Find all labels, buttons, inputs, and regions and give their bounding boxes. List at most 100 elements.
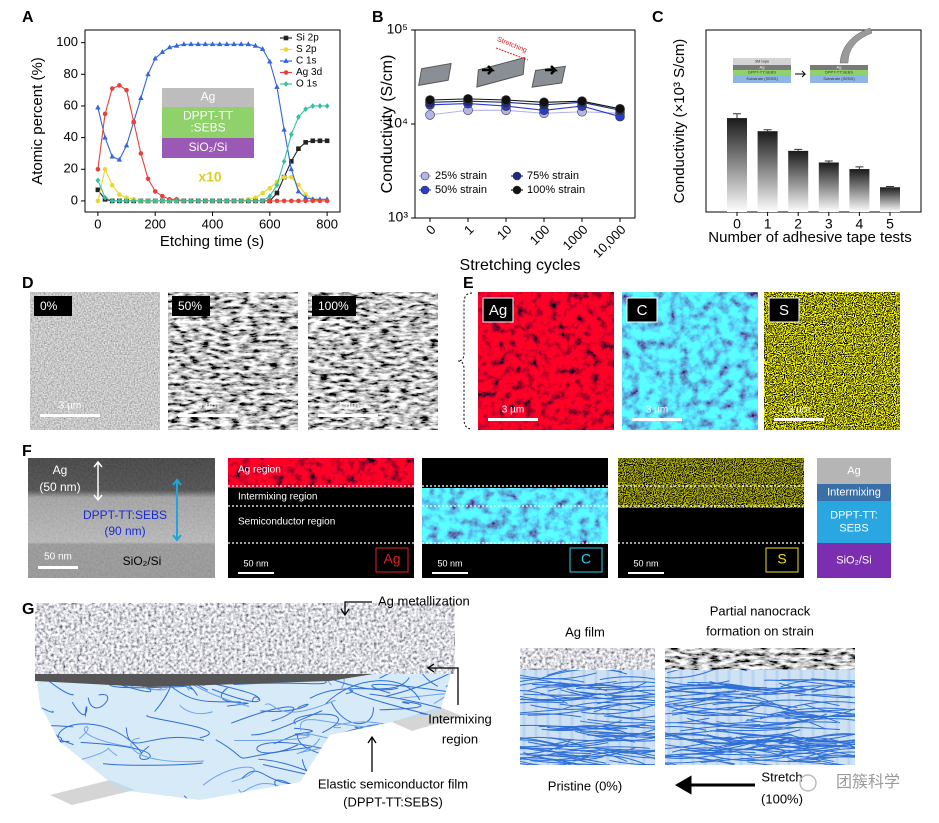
fiber: [740, 757, 821, 763]
fiber: [520, 757, 572, 765]
panel-letter: B: [372, 9, 384, 26]
fiber: [569, 746, 650, 751]
image-caption: (100%): [761, 791, 803, 806]
cross-section-image: [520, 648, 655, 765]
fiber: [71, 701, 88, 717]
panel-letter: D: [22, 275, 34, 292]
fiber: [747, 761, 828, 765]
fiber: [520, 696, 586, 701]
marker: [281, 174, 287, 180]
fiber: [599, 676, 655, 681]
plot-frame: [705, 29, 922, 213]
fiber: [682, 704, 764, 717]
ag-film: [520, 648, 655, 670]
marker: [152, 55, 158, 61]
scale-bar-label: 50 nm: [437, 558, 462, 568]
error-bar: [794, 148, 803, 151]
fiber: [754, 754, 835, 762]
fiber: [736, 709, 818, 718]
x-tick-label: 10: [494, 222, 515, 243]
layer: [733, 75, 791, 83]
x-tick-label: 2: [794, 216, 802, 232]
y-tick-label: 10⁵: [387, 21, 408, 37]
fiber: [665, 690, 737, 698]
image-title: Partial nanocrack: [710, 603, 811, 618]
marker: [259, 45, 266, 51]
x-tick-label: 400: [202, 216, 224, 231]
marker: [281, 198, 287, 204]
fiber: [35, 750, 55, 766]
fiber: [741, 685, 822, 695]
fiber: [560, 689, 641, 700]
layer: [817, 484, 891, 501]
marker: [274, 182, 280, 188]
element-box: [569, 547, 603, 573]
image-caption: Pristine (0%): [548, 778, 622, 793]
marker: [195, 198, 201, 204]
y-tick-label: 60: [64, 97, 78, 112]
marker: [102, 134, 108, 140]
marker: [160, 193, 165, 199]
marker: [224, 41, 230, 47]
fiber: [581, 751, 655, 760]
marker: [288, 198, 294, 204]
fiber: [520, 677, 572, 688]
layer: [162, 88, 254, 107]
bar: [849, 169, 870, 212]
marker: [102, 166, 108, 172]
marker: [224, 198, 230, 204]
marker: [173, 42, 180, 48]
fiber: [549, 737, 630, 742]
marker: [138, 198, 144, 204]
fiber: [445, 671, 455, 707]
fiber: [520, 754, 588, 761]
panel-letter: E: [463, 275, 474, 292]
marker: [231, 198, 237, 204]
marker: [116, 156, 123, 162]
element-box: [375, 547, 409, 573]
watermark: 团簇科学: [836, 773, 900, 791]
fiber: [665, 732, 738, 745]
fiber: [780, 679, 855, 688]
legend-label: 25% strain: [435, 170, 487, 182]
marker: [317, 103, 323, 109]
tem-label: Ag: [53, 463, 68, 477]
label-box: [312, 296, 356, 316]
marker: [124, 198, 129, 204]
marker: [123, 142, 130, 148]
marker: [317, 138, 323, 144]
fiber: [811, 757, 847, 765]
marker: [303, 140, 308, 145]
element-box: [765, 547, 799, 573]
marker: [109, 86, 115, 91]
fiber: [808, 739, 855, 743]
scale-bar-label: 3 µm: [337, 401, 359, 412]
fiber: [666, 762, 679, 765]
legend-label: C 1s: [296, 56, 317, 67]
fiber: [803, 733, 855, 742]
fiber: [293, 713, 340, 734]
x-tick-label: 3: [825, 216, 833, 232]
fiber: [35, 748, 76, 777]
marker: [95, 187, 101, 193]
fiber: [556, 746, 637, 758]
layer: [817, 543, 891, 578]
marker: [95, 104, 101, 110]
fiber: [527, 741, 609, 748]
marker: [288, 174, 294, 180]
marker: [267, 198, 273, 204]
fiber: [665, 711, 715, 715]
fiber: [611, 694, 655, 699]
marker: [296, 146, 301, 151]
fiber: [78, 726, 134, 748]
fiber: [379, 664, 439, 687]
film-sample: [418, 62, 452, 87]
series-line: [429, 100, 621, 111]
marker: [267, 58, 273, 64]
marker: [145, 71, 151, 77]
layer-label: Ag: [201, 90, 216, 104]
marker: [181, 198, 187, 204]
marker: [109, 198, 115, 204]
layer: [810, 75, 868, 83]
